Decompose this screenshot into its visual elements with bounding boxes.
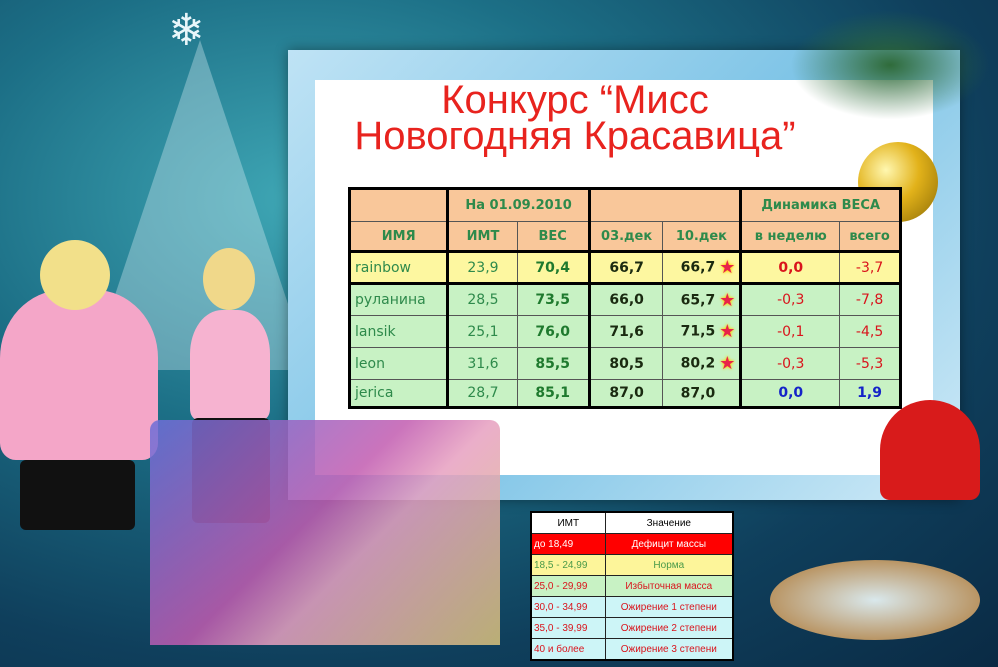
cell-total: -7,8 — [839, 283, 901, 316]
cell-dec03: 71,6 — [587, 315, 664, 348]
cell-name: jerica — [348, 379, 449, 408]
bmi-legend-table: ИМТ Значение до 18,49 Дефицит массы 18,5 -… — [530, 511, 734, 661]
woman-figure-before — [0, 290, 158, 460]
cell-week: 0,0 — [739, 379, 841, 408]
dynamics-header: Динамика ВЕСА — [739, 188, 901, 222]
cell-dec03: 87,0 — [587, 379, 664, 408]
legend-range: 30,0 - 34,99 — [530, 596, 606, 618]
legend-range: 25,0 - 29,99 — [530, 575, 606, 597]
table-row: leon 31,6 85,5 80,5 80,2 ★ -0,3 -5,3 — [348, 347, 901, 380]
cell-week: 0,0 — [739, 251, 841, 285]
gift-boxes-decoration — [150, 420, 500, 645]
cell-weight: 85,1 — [516, 379, 590, 408]
legend-row: 25,0 - 29,99 Избыточная масса — [530, 575, 734, 597]
cell-name: lansik — [348, 315, 449, 348]
cell-total: 1,9 — [839, 379, 901, 408]
legend-meaning: Избыточная масса — [604, 575, 734, 597]
legend-meaning: Ожирение 1 степени — [604, 596, 734, 618]
cell-total: -3,7 — [839, 251, 901, 285]
legend-header-bmi: ИМТ — [530, 511, 606, 534]
cell-dec03: 66,7 — [587, 251, 664, 285]
legend-row: 35,0 - 39,99 Ожирение 2 степени — [530, 617, 734, 639]
legend-meaning: Норма — [604, 554, 734, 576]
cell-bmi: 23,9 — [446, 251, 518, 285]
cell-week: -0,1 — [739, 315, 841, 348]
legend-meaning: Ожирение 2 степени — [604, 617, 734, 639]
col-dec10: 10.дек — [662, 221, 742, 253]
pine-branch-decoration — [790, 10, 990, 120]
date-header: На 01.09.2010 — [446, 188, 590, 222]
cell-dec03: 80,5 — [587, 347, 664, 380]
legend-range: до 18,49 — [530, 533, 606, 555]
cell-name: leon — [348, 347, 449, 380]
cell-weight: 85,5 — [516, 347, 590, 380]
cell-week: -0,3 — [739, 283, 841, 316]
cell-bmi: 25,1 — [446, 315, 518, 348]
cell-name: rainbow — [348, 251, 449, 285]
title-line-1: Конкурс “Мисс — [441, 78, 709, 122]
col-weight: ВЕС — [516, 221, 590, 253]
star-icon: ★ — [719, 353, 736, 374]
table-row: rainbow 23,9 70,4 66,7 66,7 ★ 0,0 -3,7 — [348, 251, 901, 285]
snowflake-icon: ❄ — [168, 5, 205, 56]
legend-row: до 18,49 Дефицит массы — [530, 533, 734, 555]
cell-bmi: 31,6 — [446, 347, 518, 380]
woman-figure-after — [190, 310, 270, 420]
legend-row: 40 и более Ожирение 3 степени — [530, 638, 734, 661]
col-name: ИМЯ — [348, 221, 449, 253]
cell-dec10: 80,2 — [680, 355, 716, 372]
cell-dec10: 71,5 — [680, 323, 716, 340]
woman-figure-before-head — [40, 240, 110, 310]
col-dec03: 03.дек — [587, 221, 664, 253]
legend-row: 30,0 - 34,99 Ожирение 1 степени — [530, 596, 734, 618]
legend-range: 35,0 - 39,99 — [530, 617, 606, 639]
page-title: Конкурс “Мисс Новогодняя Красавица” — [315, 78, 835, 158]
title-line-2: Новогодняя Красавица” — [354, 114, 796, 158]
cell-weight: 73,5 — [516, 283, 590, 316]
table-row: руланина 28,5 73,5 66,0 65,7 ★ -0,3 -7,8 — [348, 283, 901, 316]
cell-weight: 76,0 — [516, 315, 590, 348]
cell-dec10: 66,7 — [680, 259, 716, 276]
cell-weight: 70,4 — [516, 251, 590, 285]
cell-dec10: 87,0 — [680, 385, 716, 401]
cell-total: -4,5 — [839, 315, 901, 348]
snow-globe-base — [770, 560, 980, 640]
table-row: lansik 25,1 76,0 71,6 71,5 ★ -0,1 -4,5 — [348, 315, 901, 348]
cell-dec03: 66,0 — [587, 283, 664, 316]
legend-row: 18,5 - 24,99 Норма — [530, 554, 734, 576]
woman-figure-after-head — [203, 248, 255, 310]
cell-dec10: 65,7 — [680, 292, 716, 308]
legend-meaning: Дефицит массы — [604, 533, 734, 555]
cell-name: руланина — [348, 283, 449, 316]
star-icon: ★ — [719, 257, 736, 278]
cell-bmi: 28,5 — [446, 283, 518, 316]
legend-meaning: Ожирение 3 степени — [604, 638, 734, 661]
col-week: в неделю — [739, 221, 841, 253]
star-icon: ★ — [719, 289, 736, 311]
col-bmi: ИМТ — [446, 221, 518, 253]
legend-range: 18,5 - 24,99 — [530, 554, 606, 576]
legend-range: 40 и более — [530, 638, 606, 661]
cell-week: -0,3 — [739, 347, 841, 380]
santa-girl-figure — [880, 400, 980, 500]
star-icon: ★ — [719, 321, 736, 342]
legend-header-meaning: Значение — [604, 511, 734, 534]
weight-table: На 01.09.2010 Динамика ВЕСА ИМЯ ИМТ ВЕС … — [348, 187, 902, 409]
col-total: всего — [839, 221, 901, 253]
cell-bmi: 28,7 — [446, 379, 518, 408]
woman-figure-before-shorts — [20, 460, 135, 530]
cell-total: -5,3 — [839, 347, 901, 380]
